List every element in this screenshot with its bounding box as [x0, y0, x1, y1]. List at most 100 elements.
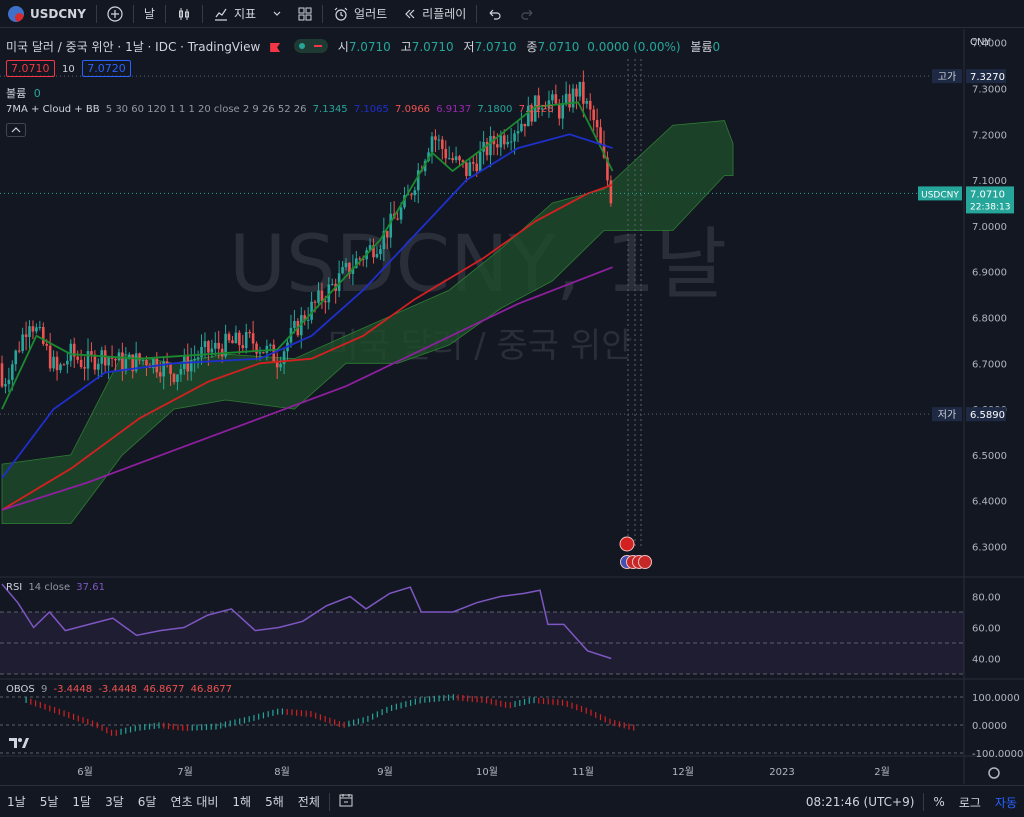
percent-toggle[interactable]: %: [933, 795, 945, 809]
redo-button[interactable]: [511, 0, 543, 28]
range-1d[interactable]: 1날: [7, 795, 26, 809]
interval-button[interactable]: 날: [143, 7, 155, 21]
time-tick-label: 11월: [572, 766, 594, 778]
layout-button[interactable]: [290, 0, 320, 28]
clock-timezone[interactable]: 08:21:46 (UTC+9): [805, 795, 915, 809]
candle-body: [52, 356, 55, 369]
range-all[interactable]: 전체: [297, 795, 320, 809]
candle-body: [313, 301, 317, 303]
price-tick-label: 7.1000: [972, 176, 1007, 187]
bottombar-divider: [328, 792, 330, 811]
candle-body: [588, 100, 592, 110]
candle-body: [382, 230, 386, 250]
close-value: 7.0710: [537, 40, 580, 54]
high-value: 7.0710: [411, 40, 454, 54]
toolbar-divider: [201, 4, 203, 23]
range-ytd[interactable]: 연초 대비: [170, 795, 219, 809]
market-status-icon: [293, 39, 328, 53]
volume-label: 볼륨: [690, 40, 713, 54]
ma-line-ma30: [1, 133, 613, 479]
series-legend: 미국 달러 / 중국 위안 · 1날 · IDC · TradingView 시…: [6, 38, 720, 55]
candle-body: [269, 344, 272, 346]
last-symbol-label: USDCNY: [921, 190, 959, 200]
candle-body: [447, 158, 451, 160]
candle-body: [121, 352, 124, 372]
range-1y[interactable]: 1해: [232, 795, 252, 809]
chart-type-button[interactable]: [168, 0, 200, 28]
log-toggle[interactable]: 로그: [958, 795, 981, 810]
candle-body: [244, 332, 248, 349]
obos-value-1: -3.4448: [53, 684, 93, 695]
indicators-button[interactable]: 지표: [205, 0, 264, 28]
collapse-legend-button[interactable]: [6, 123, 26, 140]
obos-params: 9: [40, 684, 48, 695]
candle-body: [509, 141, 513, 143]
legend-title[interactable]: 미국 달러 / 중국 위안 · 1날 · IDC · TradingView: [6, 40, 261, 54]
toolbar-divider: [132, 4, 134, 23]
candle-body: [72, 343, 76, 357]
alert-button[interactable]: 얼러트: [325, 0, 395, 28]
symbol-search[interactable]: USDCNY: [0, 0, 94, 28]
rsi-name[interactable]: RSI: [6, 582, 23, 593]
chevron-down-icon: [273, 11, 281, 16]
candle-body: [478, 151, 482, 172]
range-1m[interactable]: 1달: [72, 795, 92, 809]
candles-icon: [178, 7, 189, 20]
alert-label: 얼러트: [354, 7, 388, 21]
tradingview-logo[interactable]: [8, 736, 30, 753]
price-tick-label: 6.7000: [972, 359, 1007, 370]
undo-button[interactable]: [479, 0, 511, 28]
price-tick-label: 6.3000: [972, 543, 1007, 554]
candle-body: [355, 258, 358, 268]
candle-body: [554, 94, 558, 104]
range-3m[interactable]: 3달: [105, 795, 124, 809]
candle-body: [317, 290, 320, 303]
candle-body: [551, 94, 554, 101]
gear-icon[interactable]: [988, 767, 1000, 779]
rsi-tick-label: 80.00: [972, 593, 1001, 604]
ma-line-ma60: [1, 183, 613, 511]
candle-body: [28, 326, 31, 337]
rsi-legend: RSI 14 close 37.61: [6, 582, 105, 593]
spread-value: 10: [62, 64, 75, 75]
obos-name[interactable]: OBOS: [6, 684, 35, 695]
candle-body: [344, 262, 348, 268]
candle-body: [582, 81, 585, 104]
candle-body: [83, 367, 86, 369]
candle-body: [35, 327, 38, 332]
obos-legend: OBOS 9 -3.4448 -3.4448 46.8677 46.8677: [6, 684, 232, 695]
rsi-line: [1, 583, 612, 660]
rsi-tick-label: 60.00: [972, 624, 1001, 635]
chart-area[interactable]: USDCNY, 1날 미국 달러 / 중국 위안 7.4000 7.3000 7.200…: [0, 29, 1024, 784]
last-symbol-tag: [918, 186, 962, 201]
candle-body: [200, 346, 203, 358]
rsi-tick-label: 40.00: [972, 655, 1001, 666]
candle-body: [575, 88, 578, 97]
rsi-value: 37.61: [76, 582, 105, 593]
range-6m[interactable]: 6달: [137, 795, 157, 809]
replay-button[interactable]: 리플레이: [395, 0, 474, 28]
indicator-dropdown[interactable]: [264, 0, 290, 28]
candle-body: [602, 144, 606, 158]
candle-body: [595, 120, 599, 128]
low-label: 저: [463, 40, 475, 54]
candle-body: [368, 245, 372, 251]
date-range-button[interactable]: [332, 793, 360, 810]
compare-add-button[interactable]: [99, 0, 131, 28]
ma-value-4: 6.9137: [436, 104, 472, 115]
price-tick-label: 7.2000: [972, 130, 1007, 141]
candle-body: [17, 350, 21, 352]
candle-body: [599, 127, 602, 145]
candle-body: [231, 340, 234, 344]
candle-body: [609, 180, 613, 204]
bid-box[interactable]: 7.0710: [6, 60, 55, 77]
ma-name[interactable]: 7MA + Cloud + BB: [6, 104, 100, 115]
auto-toggle[interactable]: 자동: [994, 795, 1017, 810]
redo-icon: [521, 9, 533, 20]
high-value-label: 7.3270: [970, 72, 1005, 83]
range-5y[interactable]: 5해: [265, 795, 284, 809]
range-5d[interactable]: 5날: [39, 795, 59, 809]
candle-body: [348, 262, 351, 274]
ask-box[interactable]: 7.0720: [82, 60, 131, 77]
